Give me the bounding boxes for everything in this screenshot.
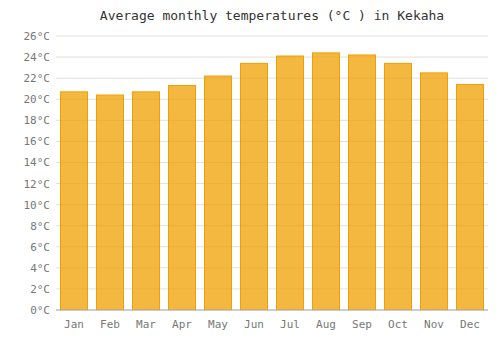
y-tick-label: 18°C <box>24 114 51 127</box>
chart-container: Average monthly temperatures (°C ) in Ke… <box>0 0 500 350</box>
chart-svg: Average monthly temperatures (°C ) in Ke… <box>0 0 500 350</box>
bar <box>133 92 160 310</box>
bar <box>421 73 448 310</box>
y-tick-label: 6°C <box>30 241 50 254</box>
y-tick-label: 24°C <box>24 51 51 64</box>
bar <box>97 95 124 310</box>
y-tick-label: 10°C <box>24 199 51 212</box>
x-tick-label: Sep <box>352 318 372 331</box>
y-tick-label: 0°C <box>30 304 50 317</box>
y-tick-label: 12°C <box>24 178 51 191</box>
y-tick-label: 20°C <box>24 93 51 106</box>
bar <box>349 55 376 310</box>
bar <box>313 53 340 310</box>
y-tick-label: 8°C <box>30 220 50 233</box>
x-tick-label: Jul <box>280 318 300 331</box>
title: Average monthly temperatures (°C ) in Ke… <box>100 8 444 23</box>
x-tick-label: Mar <box>136 318 156 331</box>
bar <box>169 86 196 310</box>
bar <box>205 76 232 310</box>
x-axis-line <box>56 310 488 311</box>
x-tick-label: Feb <box>100 318 120 331</box>
x-tick-label: Nov <box>424 318 444 331</box>
bar <box>457 84 484 310</box>
grid-line <box>56 310 488 311</box>
bar <box>277 56 304 310</box>
y-tick-label: 26°C <box>24 30 51 43</box>
grid-line <box>56 57 488 58</box>
x-tick-label: Oct <box>388 318 408 331</box>
bar <box>385 63 412 310</box>
y-tick-label: 14°C <box>24 156 51 169</box>
grid-line <box>56 36 488 37</box>
x-axis: Jan Feb Mar Apr May Jun Jul Aug Sep Oct Nov Dec <box>64 318 480 331</box>
x-tick-label: Aug <box>316 318 336 331</box>
x-tick-label: Jun <box>244 318 264 331</box>
x-tick-label: Dec <box>460 318 480 331</box>
x-tick-label: Jan <box>64 318 84 331</box>
bar <box>241 63 268 310</box>
x-tick-label: May <box>208 318 228 331</box>
y-tick-label: 2°C <box>30 283 50 296</box>
bars <box>61 53 484 310</box>
y-axis: 0°C 2°C 4°C 6°C 8°C 10°C 12°C 14°C 16°C 18°C 20°C 2… <box>24 30 489 317</box>
y-tick-label: 16°C <box>24 135 51 148</box>
x-tick-label: Apr <box>172 318 192 331</box>
y-tick-label: 22°C <box>24 72 51 85</box>
bar <box>61 92 88 310</box>
y-tick-label: 4°C <box>30 262 50 275</box>
